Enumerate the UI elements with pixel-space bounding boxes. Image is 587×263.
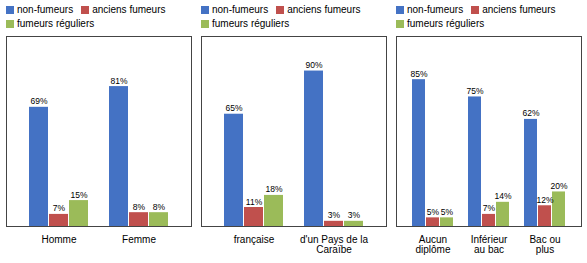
- html-text:anciens fumeurs: anciens fumeurs: [92, 4, 166, 15]
- html-text:fumeurs réguliers: fumeurs réguliers: [407, 18, 485, 29]
- html-text:non-fumeurs: non-fumeurs: [212, 4, 269, 15]
- svg-text:69%: 69%: [30, 96, 47, 106]
- svg-text:20%: 20%: [550, 181, 567, 191]
- svg-text:14%: 14%: [494, 191, 511, 201]
- svg-text:75%: 75%: [466, 86, 483, 96]
- html-text:non-fumeurs: non-fumeurs: [407, 4, 464, 15]
- html-text:fumeurs réguliers: fumeurs réguliers: [212, 18, 290, 29]
- svg-text:d'un Pays de laCaraïbe: d'un Pays de laCaraïbe: [300, 234, 369, 255]
- svg-text:7%: 7%: [53, 203, 66, 213]
- html-text:fumeurs réguliers: fumeurs réguliers: [17, 18, 95, 29]
- svg-text:5%: 5%: [427, 207, 440, 217]
- svg-text:65%: 65%: [225, 103, 242, 113]
- html-text:anciens fumeurs: anciens fumeurs: [287, 4, 361, 15]
- svg-text:62%: 62%: [522, 108, 539, 118]
- svg-text:française: française: [234, 234, 275, 245]
- svg-text:85%: 85%: [410, 69, 427, 79]
- svg-text:Femme: Femme: [122, 234, 156, 245]
- svg-text:8%: 8%: [133, 202, 146, 212]
- svg-text:Bac ouplus: Bac ouplus: [529, 234, 560, 255]
- svg-text:90%: 90%: [305, 60, 322, 70]
- html-text:anciens fumeurs: anciens fumeurs: [482, 4, 556, 15]
- svg-text:Aucundiplôme: Aucundiplôme: [415, 234, 450, 255]
- html-text:non-fumeurs: non-fumeurs: [17, 4, 74, 15]
- svg-text:7%: 7%: [483, 203, 496, 213]
- svg-text:8%: 8%: [153, 202, 166, 212]
- svg-text:11%: 11%: [246, 197, 263, 207]
- svg-text:18%: 18%: [265, 184, 282, 194]
- svg-text:81%: 81%: [110, 76, 127, 86]
- svg-text:12%: 12%: [536, 195, 553, 205]
- svg-text:3%: 3%: [328, 210, 341, 220]
- svg-text:5%: 5%: [441, 207, 454, 217]
- svg-text:Inférieurau bac: Inférieurau bac: [471, 234, 508, 255]
- svg-text:Homme: Homme: [41, 234, 76, 245]
- svg-text:15%: 15%: [70, 190, 87, 200]
- svg-text:3%: 3%: [348, 210, 361, 220]
